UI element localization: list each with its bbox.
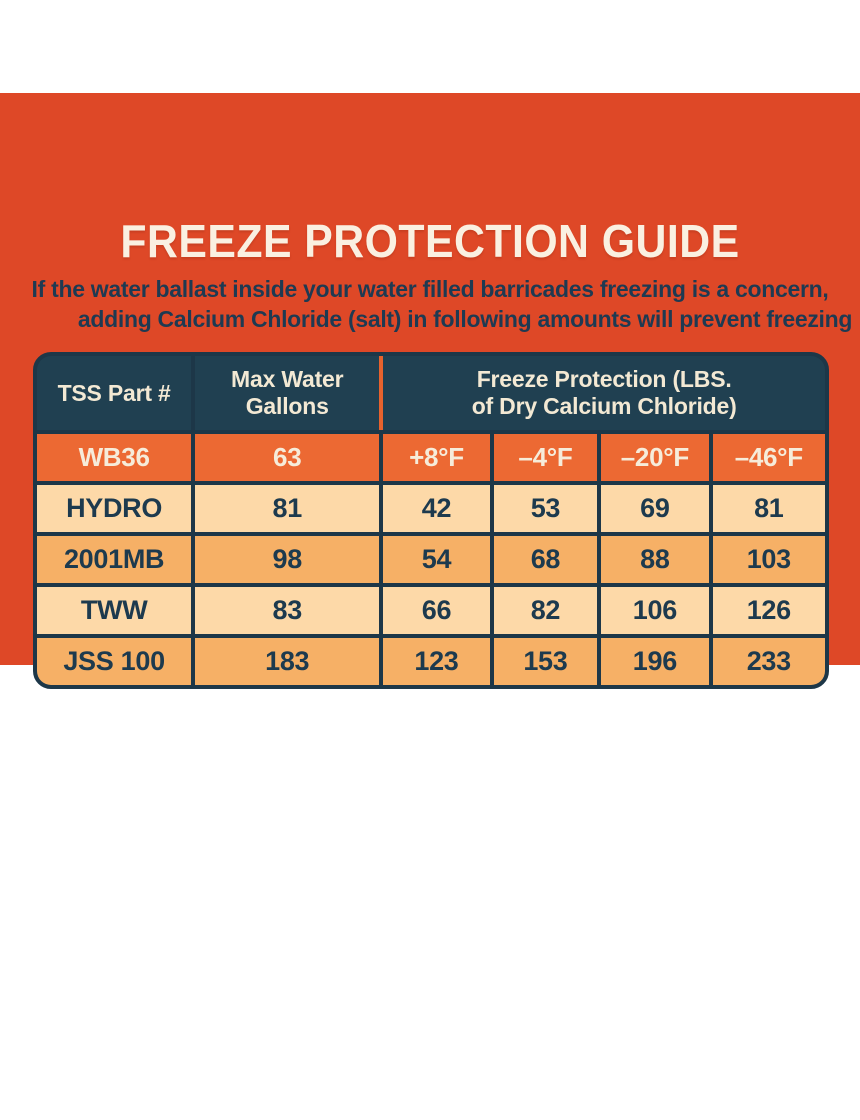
header-cell-gallons: Max Water Gallons bbox=[195, 356, 380, 430]
value-cell: 196 bbox=[601, 638, 709, 685]
header-gallons-line-1: Max Water bbox=[231, 366, 344, 392]
header-cell-freeze-protection: Freeze Protection (LBS. of Dry Calcium C… bbox=[379, 356, 825, 430]
header-cell-part: TSS Part # bbox=[37, 356, 192, 430]
value-cell: 88 bbox=[601, 536, 709, 583]
gallons-cell: 81 bbox=[195, 485, 380, 532]
temp-row-part-cell: WB36 bbox=[37, 434, 192, 481]
value-cell: 69 bbox=[601, 485, 709, 532]
value-cell: 81 bbox=[712, 485, 825, 532]
temp-header-cell-plus8: +8°F bbox=[383, 434, 490, 481]
gallons-cell: 98 bbox=[195, 536, 380, 583]
value-cell: 66 bbox=[383, 587, 490, 634]
temp-header-cell-minus20: –20°F bbox=[601, 434, 709, 481]
part-cell: HYDRO bbox=[37, 485, 192, 532]
header-part-label: TSS Part # bbox=[57, 379, 171, 406]
gallons-cell: 83 bbox=[195, 587, 380, 634]
gallons-cell: 183 bbox=[195, 638, 380, 685]
value-cell: 126 bbox=[712, 587, 825, 634]
page-title: FREEZE PROTECTION GUIDE bbox=[120, 215, 740, 267]
part-cell: 2001MB bbox=[37, 536, 192, 583]
subtitle-line-1: If the water ballast inside your water f… bbox=[31, 276, 829, 302]
subtitle-line-2: adding Calcium Chloride (salt) in follow… bbox=[77, 306, 853, 332]
value-cell: 103 bbox=[712, 536, 825, 583]
header-freeze-line-2: of Dry Calcium Chloride) bbox=[471, 393, 737, 419]
value-cell: 82 bbox=[493, 587, 598, 634]
orange-banner: FREEZE PROTECTION GUIDE If the water bal… bbox=[0, 93, 860, 689]
value-cell: 53 bbox=[493, 485, 598, 532]
header-gallons-line-2: Gallons bbox=[245, 393, 329, 419]
value-cell: 153 bbox=[493, 638, 598, 685]
value-cell: 106 bbox=[601, 587, 709, 634]
temp-row-gallons-cell: 63 bbox=[195, 434, 380, 481]
freeze-protection-table: TSS Part # Max Water Gallons Freeze Prot… bbox=[33, 352, 829, 689]
value-cell: 68 bbox=[493, 536, 598, 583]
value-cell: 123 bbox=[383, 638, 490, 685]
value-cell: 233 bbox=[712, 638, 825, 685]
part-cell: JSS 100 bbox=[37, 638, 192, 685]
header-freeze-line-1: Freeze Protection (LBS. bbox=[476, 366, 732, 392]
value-cell: 42 bbox=[383, 485, 490, 532]
value-cell: 54 bbox=[383, 536, 490, 583]
part-cell: TWW bbox=[37, 587, 192, 634]
temp-header-cell-minus4: –4°F bbox=[493, 434, 598, 481]
temp-header-cell-minus46: –46°F bbox=[712, 434, 825, 481]
